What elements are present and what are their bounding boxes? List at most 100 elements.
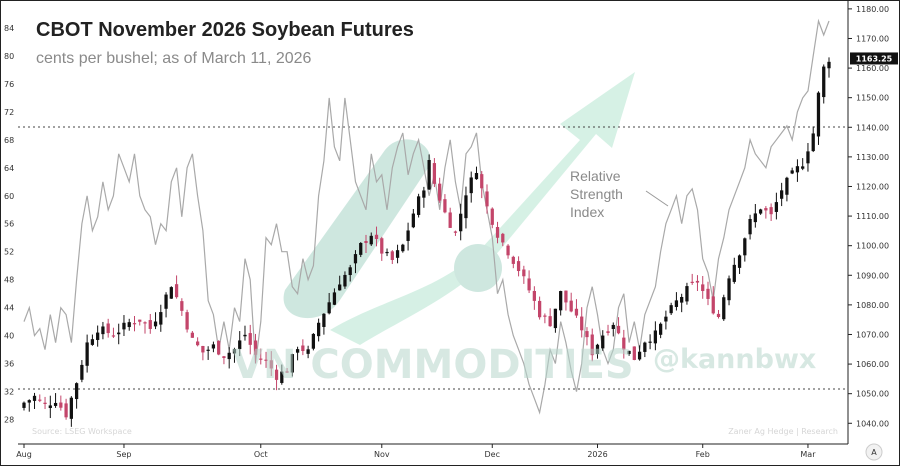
candle: [553, 308, 558, 333]
candle: [22, 401, 26, 411]
auto-scale-button[interactable]: A: [865, 443, 883, 461]
candle: [243, 325, 247, 341]
candle: [59, 395, 63, 411]
candle: [669, 302, 673, 315]
candle: [327, 292, 331, 315]
candle-body: [785, 177, 789, 195]
candle-body: [459, 213, 463, 232]
candle-body: [706, 288, 710, 299]
candle-body: [69, 397, 73, 419]
candle-body: [227, 352, 231, 360]
candle: [206, 346, 210, 360]
candle: [795, 159, 800, 182]
candle-body: [48, 405, 52, 408]
candle: [627, 350, 631, 356]
candle-body: [269, 360, 273, 369]
candle: [80, 360, 84, 383]
candle: [785, 176, 789, 202]
candle: [780, 182, 784, 207]
candle-body: [711, 296, 715, 314]
candle: [427, 154, 431, 190]
candle-body: [27, 400, 31, 403]
candle-body: [106, 323, 110, 334]
candlestick-series: [22, 57, 831, 427]
candle: [322, 313, 326, 335]
candle-body: [469, 177, 473, 194]
candle: [390, 250, 394, 265]
candle-body: [248, 333, 252, 345]
candle: [222, 355, 226, 365]
rsi-tick-label: 52: [4, 248, 14, 257]
last-price-tag: 1163.25: [850, 52, 898, 65]
time-tick-label: Nov: [374, 450, 390, 459]
candle-body: [348, 267, 352, 276]
price-tick-label: 1090.00: [856, 271, 889, 280]
candle-body: [322, 313, 326, 327]
candle-body: [274, 369, 279, 380]
rsi-annotation-line-3: Index: [570, 204, 604, 220]
candle: [495, 221, 500, 244]
candle-body: [422, 190, 426, 198]
candle-body: [622, 337, 626, 350]
candle: [743, 237, 747, 262]
candle-body: [822, 66, 826, 98]
candle-body: [585, 331, 589, 338]
candle: [559, 290, 563, 316]
candle-body: [438, 183, 442, 201]
candle: [253, 333, 258, 364]
candle: [190, 330, 194, 338]
candle: [238, 331, 242, 357]
candle: [106, 318, 110, 338]
rsi-line: [23, 18, 830, 415]
candle-body: [453, 231, 458, 233]
candle: [695, 275, 700, 292]
candle-body: [32, 395, 37, 401]
candle-body: [537, 300, 542, 318]
candle-body: [659, 323, 663, 335]
candle: [674, 292, 679, 311]
candle: [201, 345, 205, 361]
rsi-axis: 28 32 36 40 44 48 52 56 60 64 68 72 76 80 84: [4, 24, 14, 425]
candle: [690, 273, 694, 285]
rsi-tick-label: 72: [4, 108, 14, 117]
candle-body: [753, 213, 757, 223]
candle: [385, 248, 389, 257]
candle-body: [406, 230, 410, 241]
candle: [443, 194, 447, 214]
rsi-tick-label: 64: [4, 164, 14, 173]
rsi-tick-label: 32: [4, 388, 14, 397]
candle-body: [532, 291, 536, 301]
candle: [306, 345, 310, 359]
candle: [353, 250, 358, 274]
price-axis: 1040.00 1050.00 1060.00 1070.00 1080.00 1090.…: [848, 5, 889, 428]
time-tick-label: Oct: [254, 450, 268, 459]
candle-body: [648, 341, 652, 343]
candle: [248, 324, 252, 355]
candle-body: [758, 209, 763, 214]
candle: [485, 184, 489, 214]
credit-label: Zaner Ag Hedge | Research: [728, 427, 838, 436]
candle: [195, 337, 200, 347]
candle-body: [780, 190, 784, 199]
candle-body: [511, 256, 515, 264]
candle-body: [601, 335, 605, 349]
candle: [74, 382, 79, 409]
candle-body: [653, 330, 658, 344]
candle: [348, 264, 352, 282]
candle: [411, 208, 415, 229]
candle-body: [295, 349, 300, 353]
candle-body: [164, 294, 168, 309]
candle: [148, 313, 152, 334]
candle-body: [143, 322, 147, 324]
candle: [43, 396, 47, 410]
price-tick-label: 1170.00: [856, 34, 889, 43]
candle-body: [674, 300, 679, 307]
candle-body: [727, 278, 731, 301]
candle: [343, 271, 347, 289]
candle: [174, 275, 179, 299]
rsi-annotation-line-2: Strength: [570, 186, 623, 202]
candle-body: [127, 322, 131, 328]
candle-body: [338, 284, 342, 291]
candle: [432, 158, 437, 188]
